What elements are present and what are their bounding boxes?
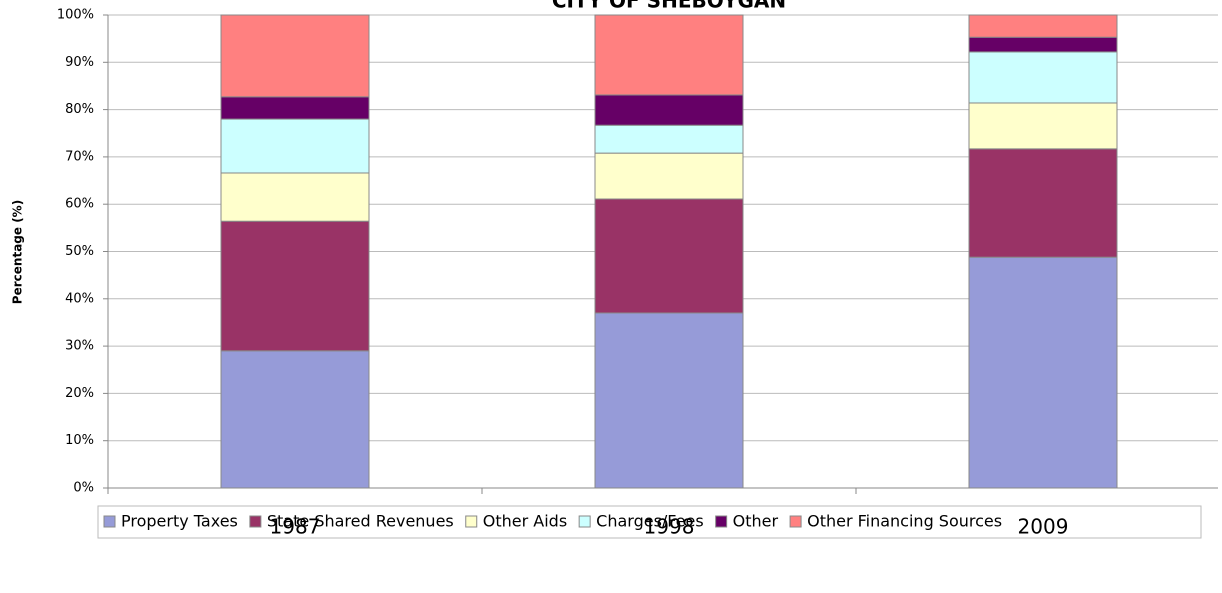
bar-segment: [968, 256, 1118, 489]
bar-segment: [594, 14, 744, 96]
legend-label: Other Aids: [483, 512, 567, 531]
bar-segment: [220, 96, 370, 120]
bar-segment: [594, 94, 744, 126]
x-tick-label: 2009: [1018, 515, 1069, 539]
legend-swatch: [465, 515, 478, 528]
bar-segment: [594, 152, 744, 200]
y-tick-label: 50%: [65, 244, 94, 259]
legend-swatch: [789, 515, 802, 528]
y-axis-label: Percentage (%): [11, 200, 25, 304]
y-tick-label: 80%: [65, 102, 94, 117]
bar-segment: [220, 220, 370, 352]
bar-segment: [968, 14, 1118, 38]
y-tick-label: 60%: [65, 197, 94, 212]
y-tick-label: 20%: [65, 386, 94, 401]
y-tick-label: 90%: [65, 55, 94, 70]
y-tick-label: 30%: [65, 339, 94, 354]
legend-swatch: [103, 515, 116, 528]
legend-label: Property Taxes: [121, 512, 238, 531]
legend-label: Other Financing Sources: [807, 512, 1002, 531]
y-tick-label: 0%: [73, 481, 94, 496]
y-tick-label: 100%: [57, 8, 94, 23]
legend-swatch: [578, 515, 591, 528]
bar-segment: [220, 14, 370, 98]
y-tick-label: 10%: [65, 433, 94, 448]
bar-segment: [968, 148, 1118, 258]
legend-box: [97, 505, 1202, 539]
y-tick-label: 70%: [65, 149, 94, 164]
bar-segment: [968, 36, 1118, 53]
bar-segment: [220, 172, 370, 222]
bar-segment: [968, 51, 1118, 104]
legend-swatch: [249, 515, 262, 528]
legend-label: Other: [733, 512, 779, 531]
x-tick-label: 1998: [644, 515, 695, 539]
legend-label: Charges/Fees: [596, 512, 704, 531]
bar-segment: [594, 124, 744, 154]
y-tick-label: 40%: [65, 291, 94, 306]
bar-segment: [220, 118, 370, 174]
bar-segment: [968, 102, 1118, 150]
legend-label: State Shared Revenues: [267, 512, 454, 531]
legend-swatch: [715, 515, 728, 528]
x-tick-label: 1987: [270, 515, 321, 539]
chart-title: CITY OF SHEBOYGAN: [552, 0, 786, 13]
bar-segment: [220, 350, 370, 489]
bar-segment: [594, 198, 744, 314]
bar-segment: [594, 312, 744, 489]
